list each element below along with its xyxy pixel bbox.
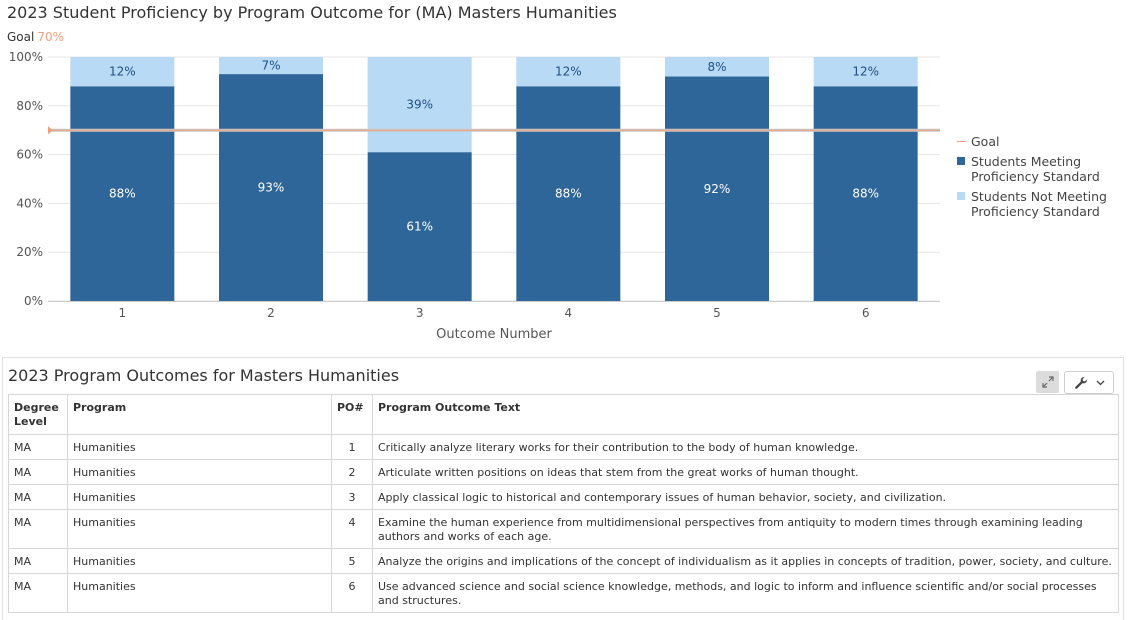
data-label-not-meeting: 8% <box>707 60 726 74</box>
bar-meeting <box>219 74 323 301</box>
data-label-not-meeting: 12% <box>555 65 582 79</box>
bar-not-meeting <box>219 57 323 75</box>
legend-goal-label: Goal <box>971 134 1000 149</box>
data-label-meeting: 88% <box>109 187 136 201</box>
outcomes-panel-title: 2023 Program Outcomes for Masters Humani… <box>8 366 400 385</box>
cell-po: 6 <box>331 573 373 613</box>
chart-legend: Goal Students Meeting Proficiency Standa… <box>957 134 1128 224</box>
cell-degree: MA <box>8 548 68 574</box>
bar-meeting <box>367 152 472 301</box>
header-outcome-text[interactable]: Program Outcome Text <box>372 394 1119 435</box>
cell-outcome-text: Use advanced science and social science … <box>372 573 1119 613</box>
data-label-not-meeting: 7% <box>261 59 280 73</box>
y-tick-label: 100% <box>9 50 43 64</box>
x-axis-title: Outcome Number <box>436 327 552 342</box>
table-row: MA Humanities 4 Examine the human experi… <box>8 509 1119 549</box>
data-label-not-meeting: 12% <box>109 65 136 79</box>
goal-marker <box>48 126 53 135</box>
data-label-not-meeting: 39% <box>406 98 433 112</box>
proficiency-chart: 0% 20% 40% 60% 80% 100% 88% 12% 1 93% 7% 2 61% 39% 3 88… <box>9 50 940 342</box>
goal-label: Goal <box>7 30 35 44</box>
chevron-down-icon <box>1096 380 1104 385</box>
legend-not-meeting-swatch <box>957 192 965 200</box>
cell-program: Humanities <box>67 509 332 549</box>
table-header-row: Degree Level Program PO# Program Outcome… <box>8 394 1119 435</box>
x-tick-label: 3 <box>416 306 424 320</box>
x-tick-label: 6 <box>862 306 870 320</box>
cell-outcome-text: Apply classical logic to historical and … <box>372 484 1119 510</box>
goal-indicator: Goal 70% <box>7 30 64 44</box>
cell-po: 2 <box>331 459 373 485</box>
cell-program: Humanities <box>67 573 332 613</box>
table-row: MA Humanities 3 Apply classical logic to… <box>8 484 1119 510</box>
legend-item-meeting[interactable]: Students Meeting Proficiency Standard <box>957 154 1128 184</box>
cell-degree: MA <box>8 573 68 613</box>
table-row: MA Humanities 6 Use advanced science and… <box>8 573 1119 613</box>
bar-not-meeting <box>813 57 918 87</box>
data-label-meeting: 93% <box>258 181 285 195</box>
y-tick-label: 80% <box>16 99 43 113</box>
cell-program: Humanities <box>67 434 332 460</box>
bar-not-meeting <box>367 57 472 153</box>
legend-item-goal[interactable]: Goal <box>957 134 1128 149</box>
cell-po: 3 <box>331 484 373 510</box>
data-label-meeting: 88% <box>555 187 582 201</box>
data-label-meeting: 88% <box>852 187 879 201</box>
bar-meeting <box>813 86 918 301</box>
expand-icon <box>1041 376 1054 388</box>
expand-button[interactable] <box>1036 371 1059 393</box>
cell-outcome-text: Analyze the origins and implications of … <box>372 548 1119 574</box>
cell-degree: MA <box>8 434 68 460</box>
bar-not-meeting <box>516 57 621 87</box>
cell-outcome-text: Examine the human experience from multid… <box>372 509 1119 549</box>
cell-outcome-text: Articulate written positions on ideas th… <box>372 459 1119 485</box>
table-row: MA Humanities 1 Critically analyze liter… <box>8 434 1119 460</box>
goal-value: 70% <box>37 30 64 44</box>
header-po-number[interactable]: PO# <box>331 394 373 435</box>
x-tick-label: 2 <box>267 306 275 320</box>
data-label-meeting: 92% <box>704 182 731 196</box>
outcomes-panel: 2023 Program Outcomes for Masters Humani… <box>2 357 1124 620</box>
y-tick-label: 60% <box>16 148 43 162</box>
table-row: MA Humanities 2 Articulate written posit… <box>8 459 1119 485</box>
y-tick-label: 20% <box>16 245 43 259</box>
header-degree-level[interactable]: Degree Level <box>8 394 68 435</box>
cell-degree: MA <box>8 484 68 510</box>
y-tick-label: 40% <box>16 196 43 210</box>
cell-degree: MA <box>8 509 68 549</box>
cell-program: Humanities <box>67 548 332 574</box>
x-tick-label: 5 <box>713 306 721 320</box>
legend-not-meeting-label: Students Not Meeting Proficiency Standar… <box>971 189 1107 219</box>
cell-po: 1 <box>331 434 373 460</box>
legend-goal-line <box>957 141 966 142</box>
legend-item-not-meeting[interactable]: Students Not Meeting Proficiency Standar… <box>957 189 1128 219</box>
legend-meeting-swatch <box>957 157 965 165</box>
data-label-meeting: 61% <box>406 220 433 234</box>
bar-not-meeting <box>70 57 175 87</box>
cell-outcome-text: Critically analyze literary works for th… <box>372 434 1119 460</box>
cell-po: 4 <box>331 509 373 549</box>
x-tick-label: 1 <box>119 306 127 320</box>
bar-meeting <box>665 76 769 302</box>
data-label-not-meeting: 12% <box>852 65 879 79</box>
wrench-icon <box>1074 376 1087 389</box>
tools-menu-button[interactable] <box>1064 371 1114 394</box>
table-row: MA Humanities 5 Analyze the origins and … <box>8 548 1119 574</box>
x-tick-label: 4 <box>565 306 573 320</box>
bar-meeting <box>516 86 621 301</box>
cell-program: Humanities <box>67 459 332 485</box>
header-program[interactable]: Program <box>67 394 332 435</box>
outcomes-table: Degree Level Program PO# Program Outcome… <box>8 394 1119 613</box>
legend-meeting-label: Students Meeting Proficiency Standard <box>971 154 1100 184</box>
y-tick-label: 0% <box>24 294 43 308</box>
bar-not-meeting <box>665 57 769 77</box>
cell-degree: MA <box>8 459 68 485</box>
cell-po: 5 <box>331 548 373 574</box>
cell-program: Humanities <box>67 484 332 510</box>
chart-title: 2023 Student Proficiency by Program Outc… <box>7 3 617 22</box>
bar-meeting <box>70 86 175 301</box>
